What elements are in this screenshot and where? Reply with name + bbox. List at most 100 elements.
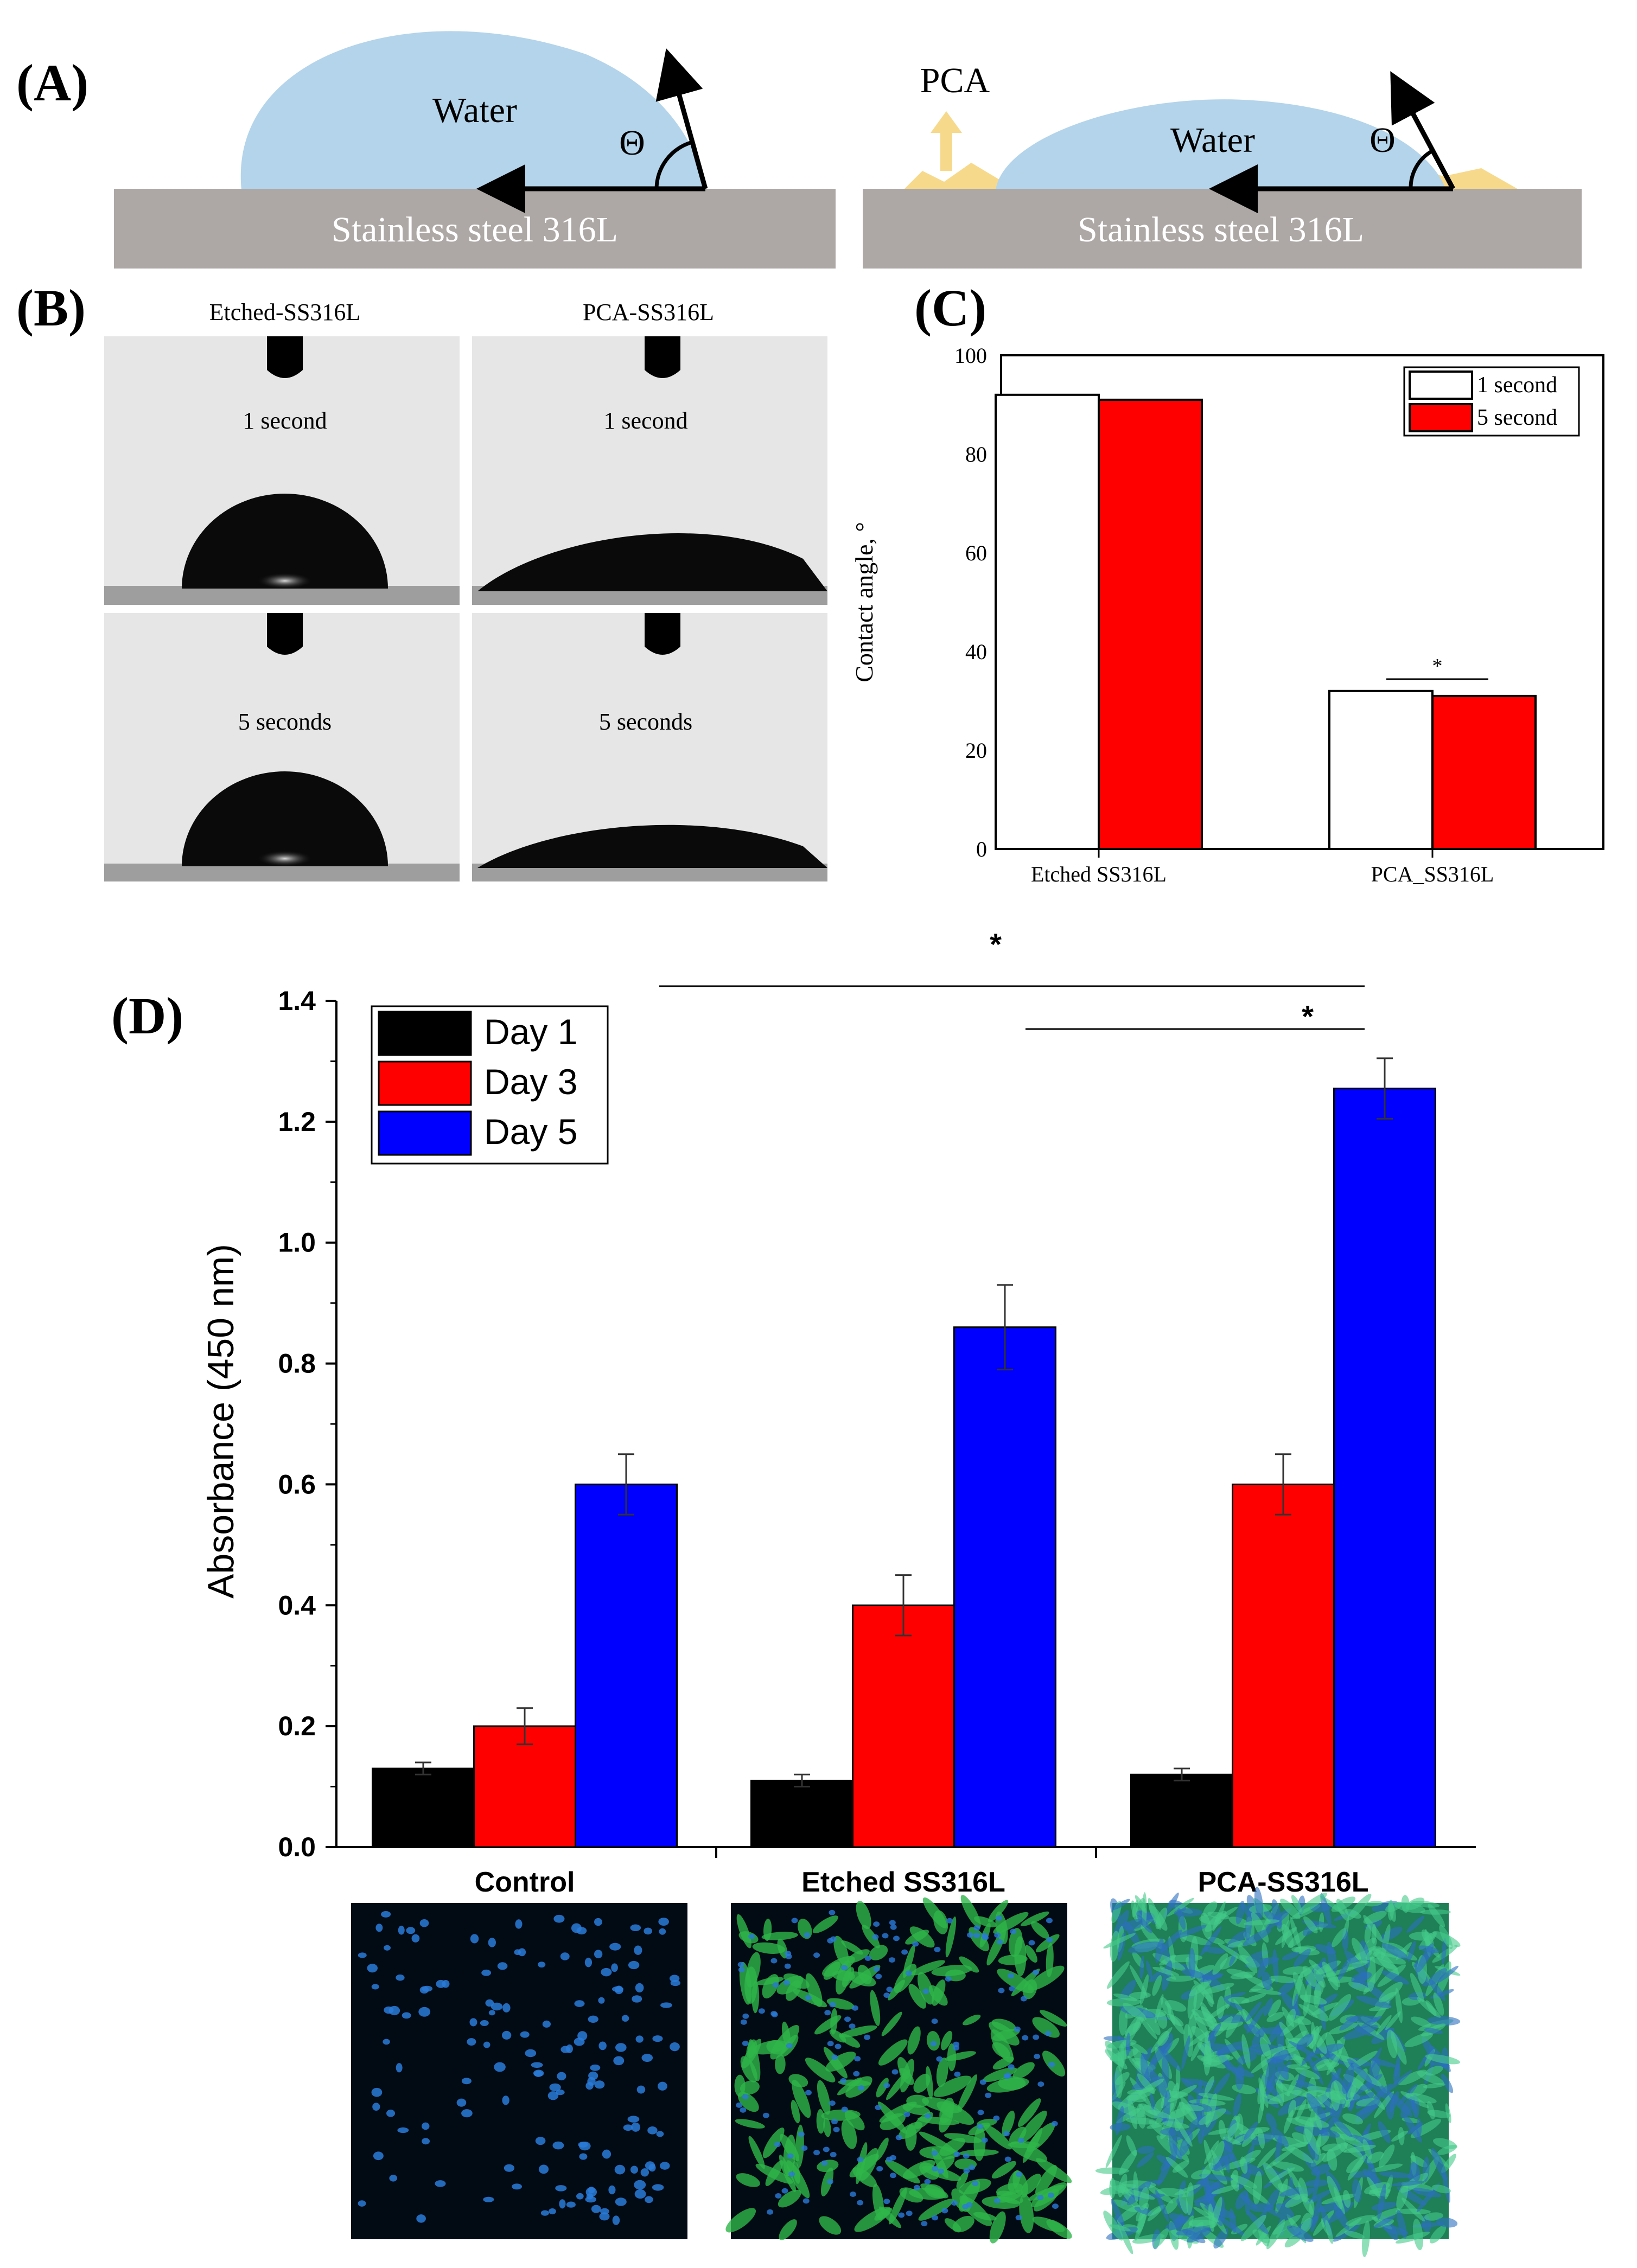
nucleus <box>627 2116 640 2123</box>
nucleus <box>658 1918 669 1926</box>
nucleus <box>1051 2120 1058 2126</box>
bar <box>1333 1088 1436 1848</box>
cell <box>1420 1909 1451 1915</box>
cell <box>1311 2030 1327 2054</box>
cell <box>1412 2188 1442 2197</box>
cell <box>1407 1940 1416 1962</box>
nucleus <box>396 2063 403 2073</box>
cell <box>1366 2151 1384 2164</box>
cell <box>1292 1972 1308 2003</box>
nucleus <box>375 1924 383 1932</box>
nucleus <box>1009 1986 1016 1992</box>
time-label: 5 seconds <box>599 708 692 735</box>
nucleus <box>841 2106 848 2112</box>
cell <box>837 2077 863 2095</box>
needle-icon <box>645 613 680 655</box>
nucleus <box>598 2041 607 2050</box>
nucleus <box>560 2046 570 2053</box>
cell <box>1125 2189 1155 2200</box>
cell <box>1300 2218 1313 2234</box>
nucleus <box>397 2127 409 2133</box>
cell <box>1133 2171 1139 2203</box>
cell <box>1110 1931 1120 1962</box>
fluorescence-image-etched <box>725 1895 1072 2244</box>
needle-icon <box>645 336 680 378</box>
nucleus <box>851 2005 858 2011</box>
nucleus <box>594 1950 603 1959</box>
cell <box>917 1972 934 2005</box>
cell <box>1365 1946 1381 1960</box>
nucleus <box>823 2146 830 2152</box>
cell <box>1230 2175 1258 2189</box>
nucleus <box>985 2092 992 2098</box>
nucleus <box>645 2196 653 2203</box>
nucleus <box>381 1911 391 1918</box>
nucleus <box>535 2137 546 2145</box>
cell <box>1350 2135 1375 2145</box>
nucleus <box>419 1986 429 1994</box>
nucleus <box>1052 2203 1059 2209</box>
nucleus <box>802 2198 810 2204</box>
cell <box>1332 1928 1347 1947</box>
cell <box>1129 1991 1151 1999</box>
steel-substrate <box>114 189 836 269</box>
cell <box>821 2109 861 2121</box>
cell <box>1433 1992 1444 2016</box>
cell <box>812 1915 838 1933</box>
nucleus <box>791 1918 798 1924</box>
cell <box>1281 2142 1309 2151</box>
nucleus <box>630 1924 641 1932</box>
nucleus <box>883 2082 890 2088</box>
cell <box>1164 2000 1187 2012</box>
nucleus <box>930 2041 937 2047</box>
cell <box>1257 1957 1269 1978</box>
cell <box>1214 2016 1233 2037</box>
schematic-etched: Water Stainless steel 316L Θ <box>114 31 836 269</box>
nucleus <box>771 2011 778 2017</box>
nucleus <box>659 1928 666 1935</box>
nucleus <box>742 2094 749 2100</box>
cell <box>1333 2117 1353 2137</box>
cell <box>1105 2049 1128 2069</box>
cell <box>1373 2215 1396 2229</box>
nucleus <box>456 2098 467 2107</box>
cell <box>1109 2224 1131 2232</box>
nucleus <box>835 2043 842 2049</box>
cell <box>1257 2147 1277 2168</box>
nucleus <box>559 2199 566 2209</box>
nucleus <box>373 2151 384 2161</box>
cell <box>1351 1972 1372 1983</box>
droplet <box>182 494 388 589</box>
nucleus <box>585 2081 594 2090</box>
legend-swatch <box>1409 370 1473 400</box>
cell <box>899 2068 914 2085</box>
nucleus <box>367 1964 378 1973</box>
cell <box>1265 2056 1276 2089</box>
cell <box>983 2067 1017 2082</box>
nucleus <box>384 1945 391 1951</box>
cell <box>1365 1901 1383 1907</box>
cell <box>1436 2218 1458 2228</box>
cell <box>1272 2049 1289 2063</box>
cell <box>1391 2180 1425 2187</box>
cell <box>1277 2083 1311 2097</box>
legend-label: Day 1 <box>484 1012 577 1052</box>
cell <box>1241 1993 1266 2004</box>
cell <box>1298 2177 1308 2203</box>
nucleus <box>634 2180 646 2190</box>
nucleus <box>578 2142 588 2148</box>
cell <box>878 2039 908 2066</box>
cell <box>1162 2121 1189 2129</box>
substrate-label: Stainless steel 316L <box>1078 210 1364 250</box>
nucleus <box>977 2110 984 2116</box>
cell <box>1244 2122 1258 2141</box>
nucleus <box>389 2175 398 2182</box>
nucleus <box>1004 2156 1011 2162</box>
y-tick-label: 0 <box>976 837 987 861</box>
nucleus <box>601 1967 612 1977</box>
nucleus <box>813 1952 820 1958</box>
cell <box>1267 2020 1284 2045</box>
cell <box>1302 1965 1317 1987</box>
nucleus <box>854 2056 861 2062</box>
cell <box>1164 2197 1180 2214</box>
